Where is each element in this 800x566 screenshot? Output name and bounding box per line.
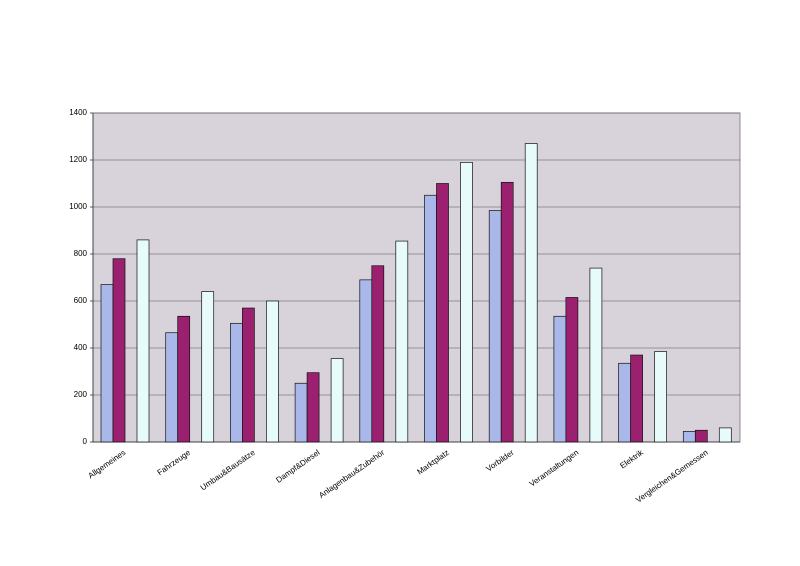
bar <box>618 362 631 443</box>
y-tick-label: 0 <box>83 437 88 446</box>
bar <box>424 194 437 443</box>
bar <box>266 300 279 443</box>
bar <box>436 183 449 443</box>
bar <box>230 322 243 443</box>
bar <box>718 427 732 443</box>
bar <box>330 358 344 443</box>
bar <box>694 429 708 443</box>
bar <box>654 351 667 443</box>
x-tick-label: Vergleichen&Gemessen <box>634 448 709 505</box>
bar <box>565 297 579 443</box>
bar <box>306 372 320 443</box>
x-tick-label: Dampf&Diesel <box>274 448 321 485</box>
y-tick-label: 1200 <box>69 155 87 164</box>
x-tick-label: Fahrzeuge <box>156 448 193 478</box>
y-tick-label: 1000 <box>69 202 87 211</box>
bar <box>524 143 538 443</box>
bar <box>395 240 409 443</box>
bar <box>682 431 696 443</box>
bar <box>359 279 373 443</box>
bar <box>242 307 255 443</box>
bar <box>201 291 215 443</box>
bar <box>553 315 567 443</box>
bar <box>371 265 385 443</box>
bar <box>112 258 126 443</box>
bar <box>500 181 514 443</box>
bar <box>177 315 191 443</box>
x-tick-label: Allgemeines <box>86 448 127 480</box>
y-tick-label: 200 <box>74 390 88 399</box>
x-tick-label: Vorbilder <box>485 448 516 474</box>
y-tick-label: 400 <box>74 343 88 352</box>
x-tick-label: Elektrik <box>618 447 645 470</box>
bar <box>100 284 114 443</box>
bar <box>460 162 473 443</box>
plot-area <box>92 112 741 443</box>
y-tick-label: 800 <box>74 249 88 258</box>
bar <box>630 354 643 443</box>
x-tick-label: Veranstaltungen <box>528 448 581 489</box>
bar <box>165 332 179 443</box>
y-tick-label: 1400 <box>69 108 87 117</box>
x-tick-label: Anlagenbau&Zubehör <box>317 448 386 500</box>
bar <box>488 210 502 443</box>
bar <box>136 239 150 443</box>
y-tick-label: 600 <box>74 296 88 305</box>
x-tick-label: Marktplatz <box>415 448 450 477</box>
bar <box>294 382 308 443</box>
bar <box>589 267 603 443</box>
x-tick-label: Umbau&Bausätze <box>199 448 257 493</box>
